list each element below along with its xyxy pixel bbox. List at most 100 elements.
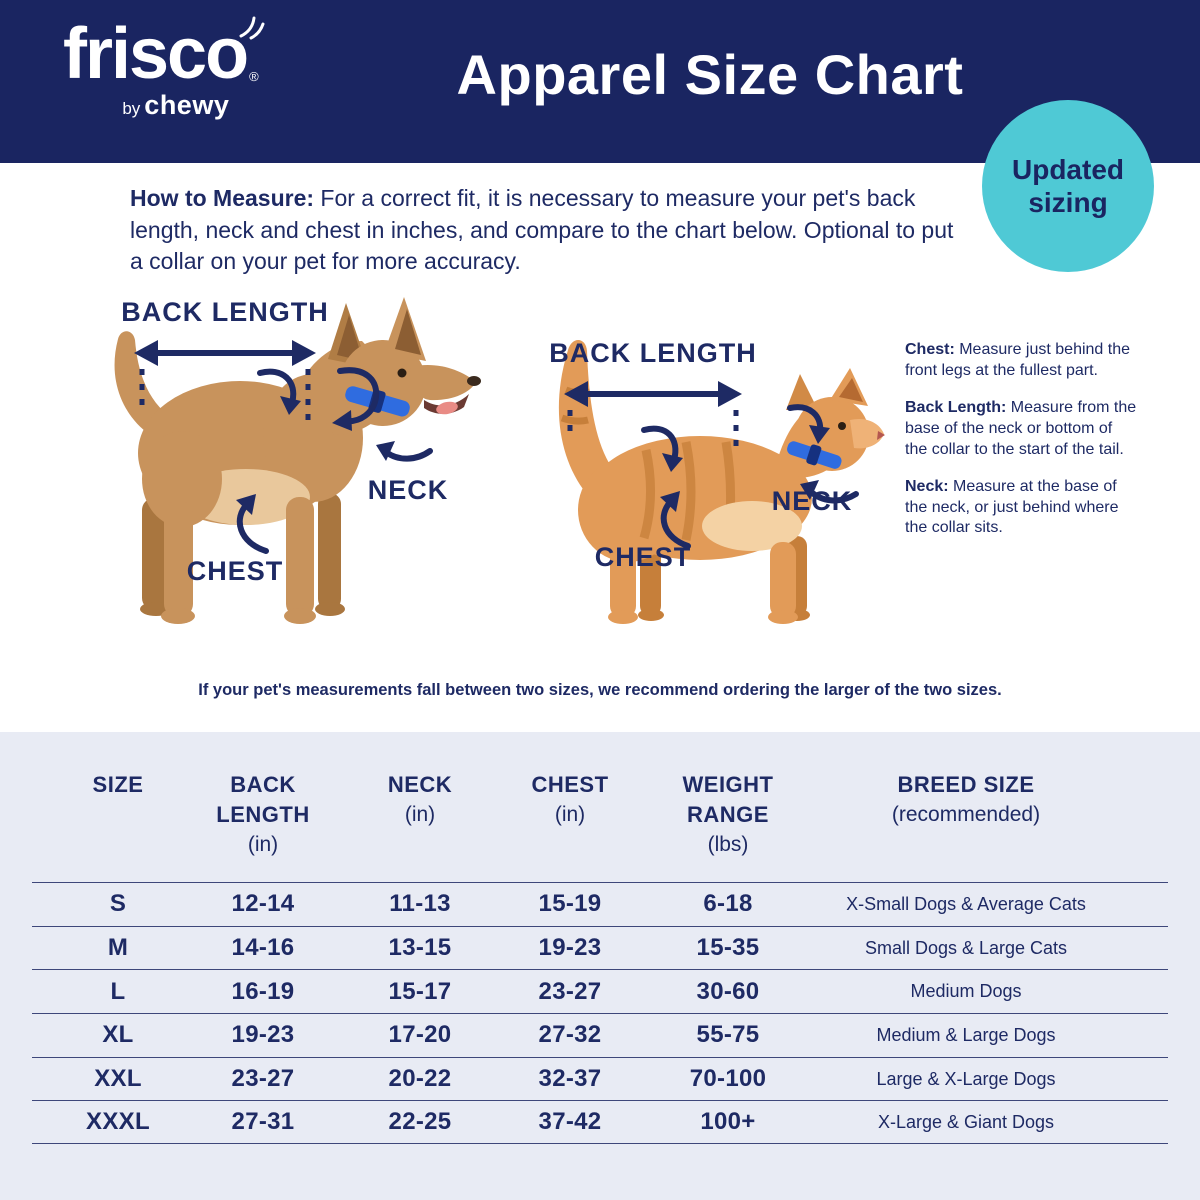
cell-neck: 11-13 bbox=[389, 890, 451, 918]
cell-weight: 55-75 bbox=[696, 1021, 760, 1049]
cell-neck: 13-15 bbox=[388, 934, 452, 962]
cell-back-length: 16-19 bbox=[231, 977, 295, 1005]
cell-back-length: 19-23 bbox=[231, 1021, 295, 1049]
header-unit: (in) bbox=[554, 803, 586, 826]
column-header-back-length: BACK LENGTH (in) bbox=[204, 770, 322, 860]
registered-mark: ® bbox=[249, 69, 259, 84]
chewy-wordmark: chewy bbox=[144, 90, 230, 120]
cell-chest: 19-23 bbox=[538, 934, 602, 962]
cell-breed: Small Dogs & Large Cats bbox=[864, 937, 1068, 958]
cell-weight: 15-35 bbox=[696, 934, 760, 962]
cell-breed: X-Large & Giant Dogs bbox=[877, 1111, 1055, 1132]
cell-size: XXXL bbox=[86, 1108, 150, 1136]
curved-arrowhead-icon bbox=[660, 491, 680, 512]
header-line: BACK bbox=[230, 772, 296, 797]
cell-size: XL bbox=[102, 1021, 134, 1049]
frisco-wordmark-row: frisco ® bbox=[63, 14, 265, 94]
curved-arrowhead-icon bbox=[280, 396, 301, 415]
cell-breed: Medium & Large Dogs bbox=[876, 1024, 1056, 1045]
guide-back-length: Back Length: Measure from the base of th… bbox=[905, 398, 1137, 460]
badge-line1: Updated bbox=[1012, 153, 1124, 185]
dog-neck-label: NECK bbox=[368, 475, 449, 505]
size-table-header: SIZE BACK LENGTH (in) NECK (in) CHEST (i… bbox=[32, 732, 1168, 882]
guide-chest-label: Chest: bbox=[905, 341, 955, 358]
byline: by chewy bbox=[93, 90, 259, 121]
header-unit: (in) bbox=[404, 803, 436, 826]
cell-chest: 27-32 bbox=[538, 1021, 602, 1049]
updated-sizing-badge: Updated sizing bbox=[982, 100, 1154, 272]
size-table-body: S 12-14 11-13 15-19 6-18 X-Small Dogs & … bbox=[32, 882, 1168, 1145]
cell-breed: Medium Dogs bbox=[910, 981, 1022, 1002]
cell-weight: 6-18 bbox=[703, 890, 753, 918]
cat-collar bbox=[787, 441, 842, 469]
dog-annotations bbox=[134, 340, 433, 554]
dog-back-length-label: BACK LENGTH bbox=[121, 297, 329, 327]
how-to-measure-label: How to Measure: bbox=[130, 185, 315, 211]
header-line: RANGE bbox=[687, 802, 769, 827]
cat-illustration bbox=[558, 339, 885, 624]
cell-weight: 30-60 bbox=[696, 977, 760, 1005]
cell-chest: 23-27 bbox=[538, 977, 602, 1005]
cell-size: L bbox=[110, 977, 126, 1005]
size-table: SIZE BACK LENGTH (in) NECK (in) CHEST (i… bbox=[0, 732, 1200, 1200]
cell-chest: 37-42 bbox=[538, 1108, 602, 1136]
how-to-measure-text: How to Measure: For a correct fit, it is… bbox=[130, 183, 970, 278]
dog-illustration bbox=[114, 297, 481, 624]
page-title: Apparel Size Chart bbox=[456, 43, 964, 106]
dog-chest-label: CHEST bbox=[187, 556, 284, 586]
arrow-left-icon bbox=[564, 381, 588, 407]
guide-neck: Neck: Measure at the base of the neck, o… bbox=[905, 477, 1137, 539]
curved-arrowhead-icon bbox=[809, 425, 830, 444]
header-unit: (recommended) bbox=[891, 803, 1041, 826]
badge-line2: sizing bbox=[1028, 187, 1108, 218]
cat-annotations bbox=[564, 381, 859, 549]
cell-back-length: 27-31 bbox=[231, 1108, 295, 1136]
table-row-xxxl: XXXL 27-31 22-25 37-42 100+ X-Large & Gi… bbox=[32, 1100, 1168, 1145]
cell-back-length: 12-14 bbox=[231, 890, 295, 918]
cat-chest-label: CHEST bbox=[595, 542, 692, 572]
cat-neck-label: NECK bbox=[772, 486, 853, 516]
header-line: NECK bbox=[387, 772, 453, 797]
curved-arrowhead-icon bbox=[376, 441, 395, 461]
cat-back-length-label: BACK LENGTH bbox=[549, 338, 757, 368]
cell-size: XXL bbox=[94, 1065, 142, 1093]
cell-back-length: 14-16 bbox=[231, 934, 295, 962]
dog-measurement-figure: BACK LENGTH NECK CHEST bbox=[114, 297, 481, 624]
table-row-l: L 16-19 15-17 23-27 30-60 Medium Dogs bbox=[32, 969, 1168, 1013]
cell-chest: 32-37 bbox=[538, 1065, 602, 1093]
table-row-m: M 14-16 13-15 19-23 15-35 Small Dogs & L… bbox=[32, 925, 1168, 970]
header-line: BREED SIZE bbox=[897, 772, 1035, 797]
guide-chest-text: Measure just behind the front legs at th… bbox=[905, 341, 1130, 379]
column-header-breed-size: BREED SIZE (recommended) bbox=[834, 770, 1168, 830]
cell-breed: X-Small Dogs & Average Cats bbox=[846, 893, 1086, 914]
table-row-xl: XL 19-23 17-20 27-32 55-75 Medium & Larg… bbox=[32, 1013, 1168, 1057]
between-sizes-note: If your pet's measurements fall between … bbox=[198, 681, 1002, 699]
swoosh-icon bbox=[239, 16, 265, 40]
cell-size: M bbox=[107, 934, 129, 962]
cell-breed: Large & X-Large Dogs bbox=[876, 1068, 1056, 1089]
header-line: CHEST bbox=[531, 772, 609, 797]
arrow-right-icon bbox=[718, 381, 742, 407]
header-line: SIZE bbox=[92, 772, 144, 797]
column-header-weight-range: WEIGHT RANGE (lbs) bbox=[622, 770, 834, 860]
cell-neck: 22-25 bbox=[388, 1108, 452, 1136]
curved-arrowhead-icon bbox=[236, 494, 256, 515]
curved-arrowhead-icon bbox=[800, 480, 819, 500]
cell-size: S bbox=[109, 890, 127, 918]
guide-back-length-label: Back Length: bbox=[905, 399, 1007, 417]
guide-neck-label: Neck: bbox=[905, 478, 949, 496]
table-row-s: S 12-14 11-13 15-19 6-18 X-Small Dogs & … bbox=[32, 882, 1168, 926]
byline-by: by bbox=[122, 99, 141, 118]
guide-neck-text: Measure at the base of the neck, or just… bbox=[905, 478, 1119, 537]
header-line: LENGTH bbox=[216, 802, 310, 827]
cell-neck: 20-22 bbox=[388, 1065, 452, 1093]
header-banner: frisco ® by chewy Apparel Size Chart bbox=[0, 0, 1200, 163]
arrow-right-icon bbox=[292, 340, 316, 366]
guide-back-length-text: Measure from the base of the neck or bot… bbox=[905, 399, 1137, 458]
cell-back-length: 23-27 bbox=[231, 1065, 295, 1093]
frisco-wordmark: frisco bbox=[63, 14, 249, 94]
cat-measurement-figure: BACK LENGTH NECK CHEST bbox=[549, 338, 885, 624]
measurement-guide: Chest: Measure just behind the front leg… bbox=[905, 340, 1137, 539]
curved-arrowhead-icon bbox=[662, 453, 683, 472]
